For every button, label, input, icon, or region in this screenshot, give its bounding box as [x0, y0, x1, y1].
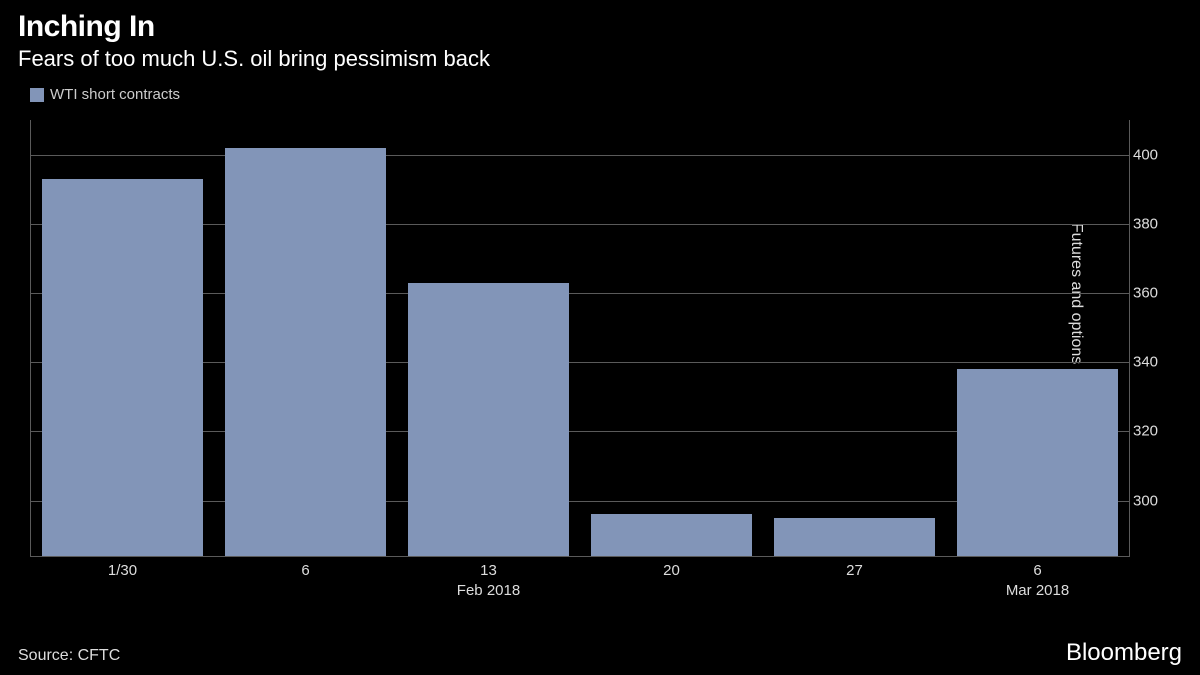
bar	[408, 283, 569, 556]
chart-title: Inching In	[18, 10, 1182, 44]
y-tick-label: 380	[1133, 215, 1173, 232]
bar-chart: Futures and options (thousands) 30032034…	[30, 120, 1130, 605]
x-tick-label: 20	[663, 562, 680, 579]
y-tick-label: 300	[1133, 492, 1173, 509]
chart-legend: WTI short contracts	[0, 76, 1200, 103]
x-month-label: Mar 2018	[1006, 582, 1069, 599]
y-tick-label: 400	[1133, 146, 1173, 163]
chart-subtitle: Fears of too much U.S. oil bring pessimi…	[18, 46, 1182, 72]
x-tick-label: 1/30	[108, 562, 137, 579]
plot-area: Futures and options (thousands) 30032034…	[30, 120, 1130, 557]
source-text: Source: CFTC	[18, 647, 120, 665]
bar	[42, 179, 203, 556]
x-tick-label: 27	[846, 562, 863, 579]
x-month-label: Feb 2018	[457, 582, 520, 599]
gridline	[31, 155, 1129, 156]
legend-label: WTI short contracts	[50, 86, 180, 103]
y-tick-label: 320	[1133, 423, 1173, 440]
bar	[225, 148, 386, 556]
y-tick-label: 340	[1133, 354, 1173, 371]
y-tick-label: 360	[1133, 285, 1173, 302]
bar	[957, 369, 1118, 556]
chart-header: Inching In Fears of too much U.S. oil br…	[0, 0, 1200, 76]
bar	[591, 514, 752, 556]
legend-swatch	[30, 88, 44, 102]
x-tick-label: 6	[301, 562, 309, 579]
x-tick-label: 13	[480, 562, 497, 579]
bar	[774, 518, 935, 556]
brand-logo: Bloomberg	[1066, 639, 1182, 667]
x-tick-label: 6	[1033, 562, 1041, 579]
